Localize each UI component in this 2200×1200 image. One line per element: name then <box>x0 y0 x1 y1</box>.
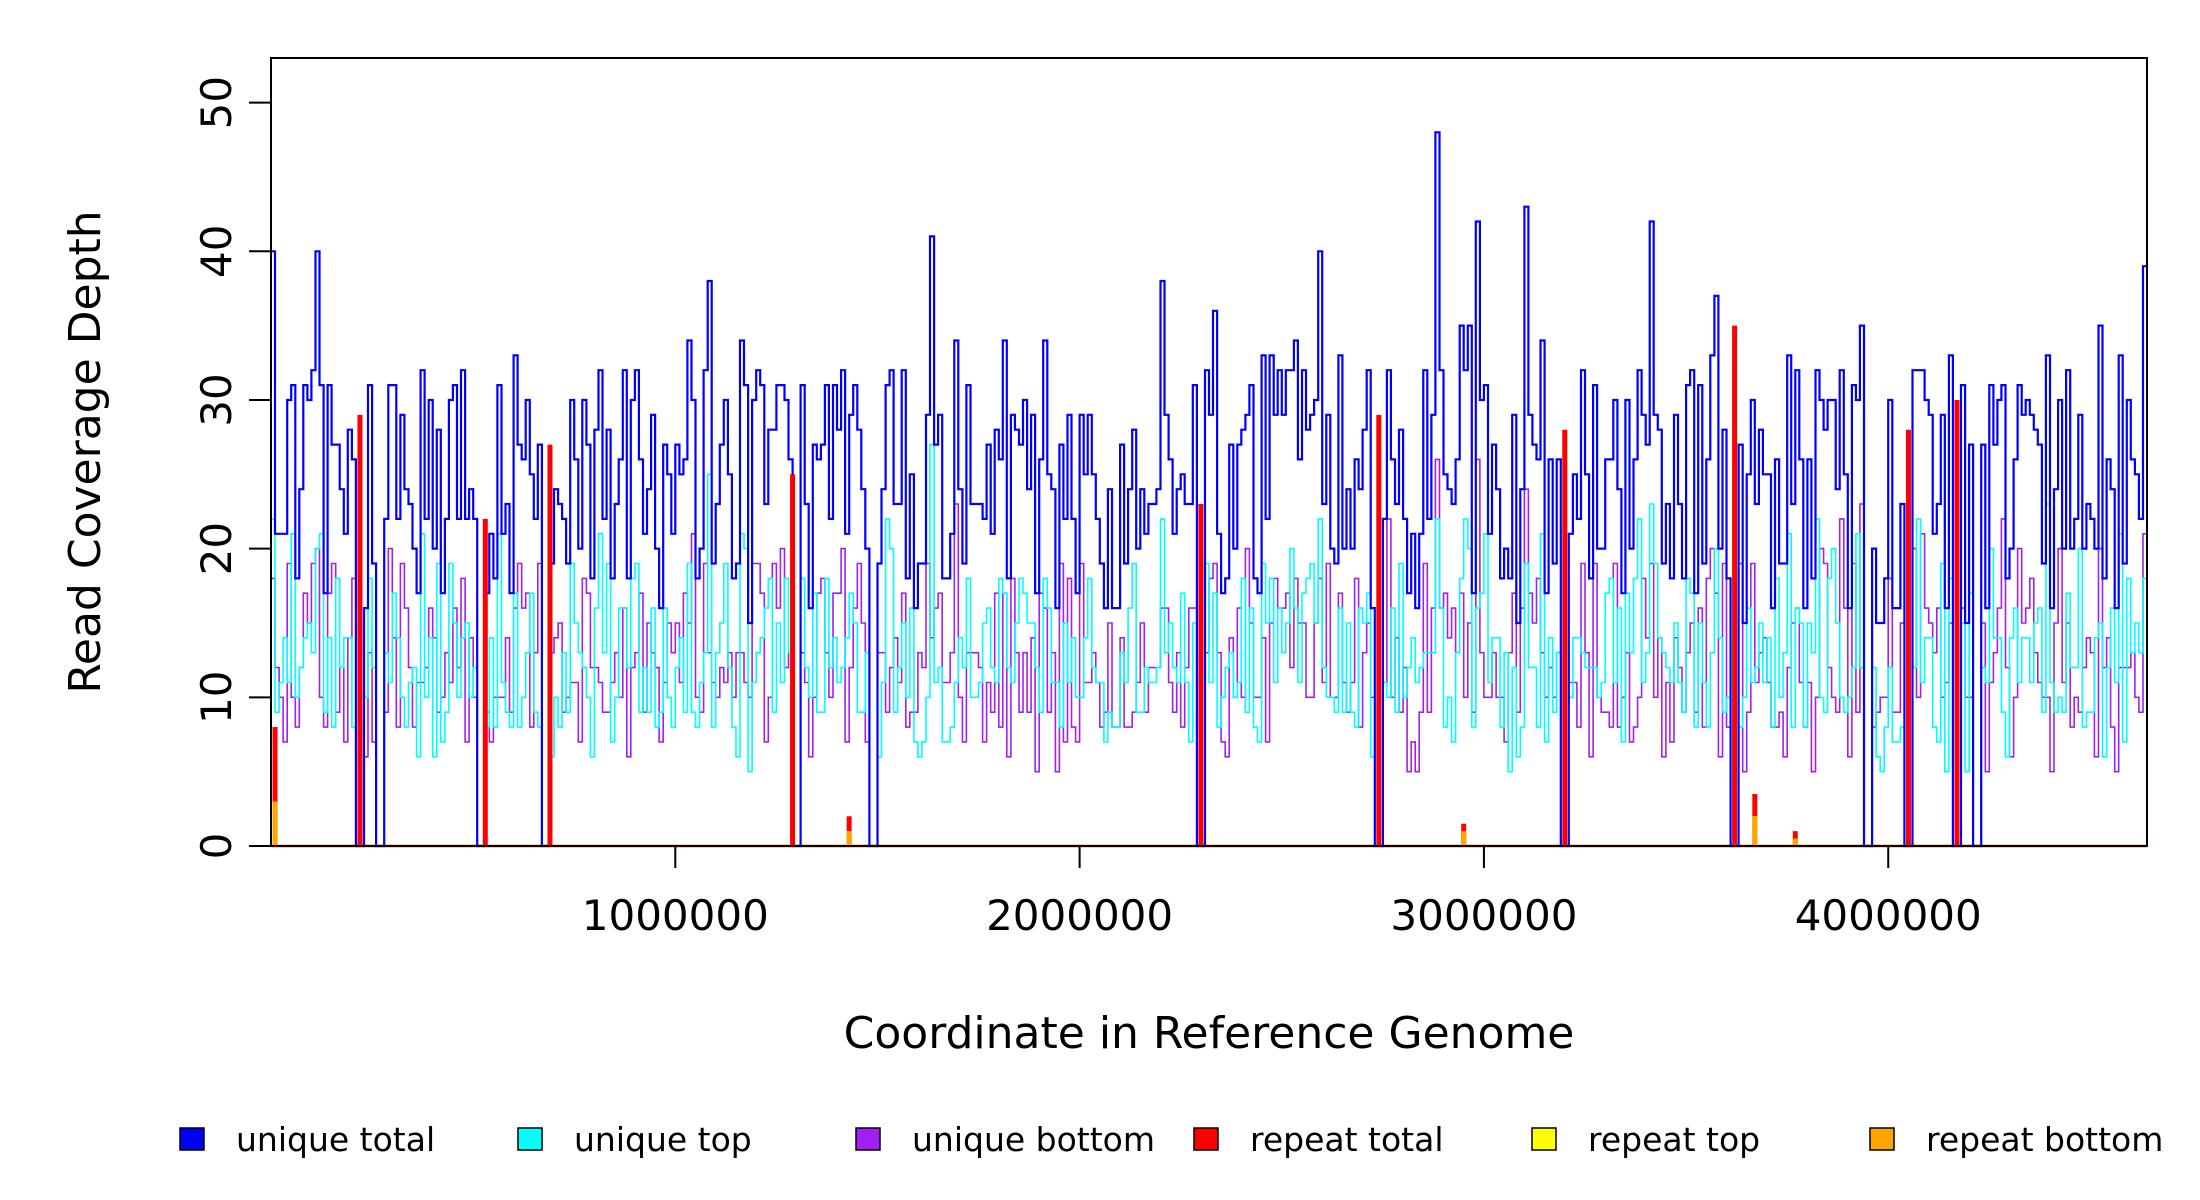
y-tick-label: 20 <box>192 522 241 575</box>
legend-label: unique top <box>574 1120 752 1159</box>
plot-frame <box>270 57 2148 847</box>
series-layer <box>271 131 2147 848</box>
legend-swatch <box>517 1127 543 1151</box>
axes-layer <box>270 57 2148 847</box>
x-tick-label: 4000000 <box>1795 891 1982 940</box>
ticks-layer: 1000000 2000000 3000000 4000000 0 10 20 30 40 50 <box>192 76 1982 940</box>
series-unique-bottom <box>271 458 2147 847</box>
y-tick-label: 10 <box>192 671 241 724</box>
series-unique-total <box>271 131 2147 848</box>
legend: unique total unique top unique bottom repea… <box>179 1120 2163 1159</box>
legend-label: unique total <box>236 1120 435 1159</box>
x-tick-label: 1000000 <box>582 891 769 940</box>
series-unique-top <box>271 443 2147 847</box>
x-tick-label: 3000000 <box>1390 891 1577 940</box>
legend-swatch <box>855 1127 881 1151</box>
x-axis-title: Coordinate in Reference Genome <box>844 1008 1575 1059</box>
y-tick-label: 30 <box>192 373 241 426</box>
legend-swatch <box>179 1127 205 1151</box>
legend-label: repeat total <box>1250 1120 1444 1159</box>
y-tick-label: 50 <box>192 76 241 129</box>
legend-label: unique bottom <box>912 1120 1155 1159</box>
legend-swatch <box>1193 1127 1219 1151</box>
y-axis-title: Read Coverage Depth <box>60 210 111 693</box>
x-tick-label: 2000000 <box>986 891 1173 940</box>
legend-swatch <box>1869 1127 1895 1151</box>
y-tick-label: 0 <box>192 833 241 860</box>
legend-label: repeat top <box>1588 1120 1760 1159</box>
legend-label: repeat bottom <box>1926 1120 2163 1159</box>
legend-swatch <box>1531 1127 1557 1151</box>
y-tick-label: 40 <box>192 225 241 278</box>
